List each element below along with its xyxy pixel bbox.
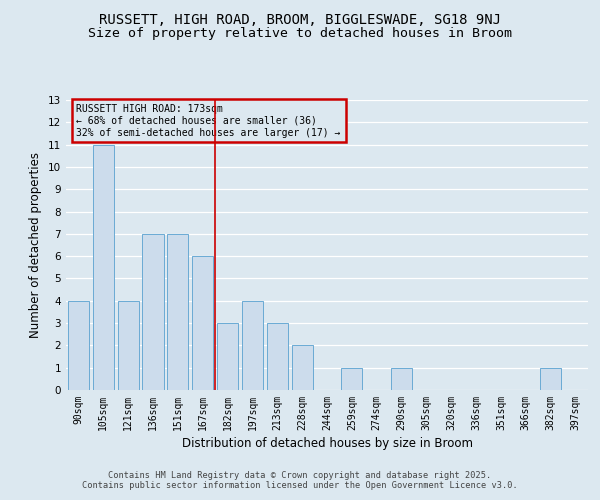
Text: RUSSETT, HIGH ROAD, BROOM, BIGGLESWADE, SG18 9NJ: RUSSETT, HIGH ROAD, BROOM, BIGGLESWADE, … [99,12,501,26]
Bar [391,368,412,390]
Bar [167,234,188,390]
Bar [292,346,313,390]
Bar [341,368,362,390]
Bar [142,234,164,390]
Bar [540,368,561,390]
Text: RUSSETT HIGH ROAD: 173sqm
← 68% of detached houses are smaller (36)
32% of semi-: RUSSETT HIGH ROAD: 173sqm ← 68% of detac… [76,104,341,138]
X-axis label: Distribution of detached houses by size in Broom: Distribution of detached houses by size … [182,437,473,450]
Bar [267,323,288,390]
Text: Size of property relative to detached houses in Broom: Size of property relative to detached ho… [88,28,512,40]
Bar [242,301,263,390]
Bar [217,323,238,390]
Y-axis label: Number of detached properties: Number of detached properties [29,152,43,338]
Bar [93,144,114,390]
Bar [68,301,89,390]
Text: Contains HM Land Registry data © Crown copyright and database right 2025.
Contai: Contains HM Land Registry data © Crown c… [82,470,518,490]
Bar [192,256,213,390]
Bar [118,301,139,390]
